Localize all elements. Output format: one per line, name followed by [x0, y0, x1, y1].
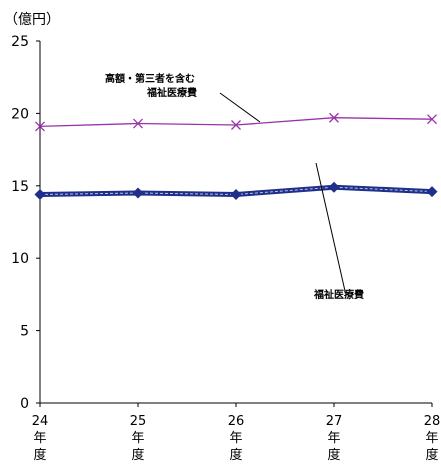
series-label-1: 高額・第三者を含む	[105, 72, 195, 85]
x-category-label: 年	[131, 431, 144, 446]
callout-leader-line	[219, 92, 261, 123]
x-category-label: 27	[326, 414, 343, 429]
x-category-label: 度	[229, 447, 242, 463]
y-tick-label: 5	[20, 324, 29, 340]
x-category-label: 度	[327, 447, 340, 463]
y-tick-label: 20	[11, 106, 29, 122]
y-axis-unit-label: （億円）	[4, 12, 60, 28]
series-label-2: 福祉医療費	[313, 288, 364, 301]
x-category-label: 年	[229, 431, 242, 446]
x-category-label: 28	[424, 414, 441, 429]
x-category-label: 26	[228, 414, 245, 429]
y-axis-ticks: 0 5 10 15 20 25	[11, 34, 40, 412]
diamond-marker	[132, 187, 144, 199]
y-tick-label: 15	[11, 179, 29, 195]
y-tick-label: 0	[20, 396, 29, 412]
x-category-label: 度	[131, 447, 144, 463]
y-tick-label: 25	[11, 34, 29, 50]
x-marker	[329, 112, 339, 123]
x-category-label: 年	[33, 431, 46, 446]
x-category-label: 年	[425, 431, 438, 446]
x-category-label: 24	[32, 414, 49, 429]
x-category-label: 25	[130, 414, 147, 429]
y-tick-label: 10	[11, 251, 29, 267]
series-label-1: 福祉医療費	[146, 86, 197, 99]
x-category-label: 度	[425, 447, 438, 463]
callout-leader-line	[315, 162, 346, 292]
x-marker	[133, 118, 143, 129]
diamond-marker	[230, 188, 242, 200]
diamond-marker	[328, 181, 340, 193]
diamond-marker	[426, 186, 438, 198]
series-layer	[34, 112, 438, 200]
x-marker	[427, 114, 437, 125]
x-category-label: 年	[327, 431, 340, 446]
diamond-marker	[34, 188, 46, 200]
x-marker	[35, 121, 45, 132]
x-marker	[231, 120, 241, 130]
x-category-label: 度	[33, 447, 46, 463]
